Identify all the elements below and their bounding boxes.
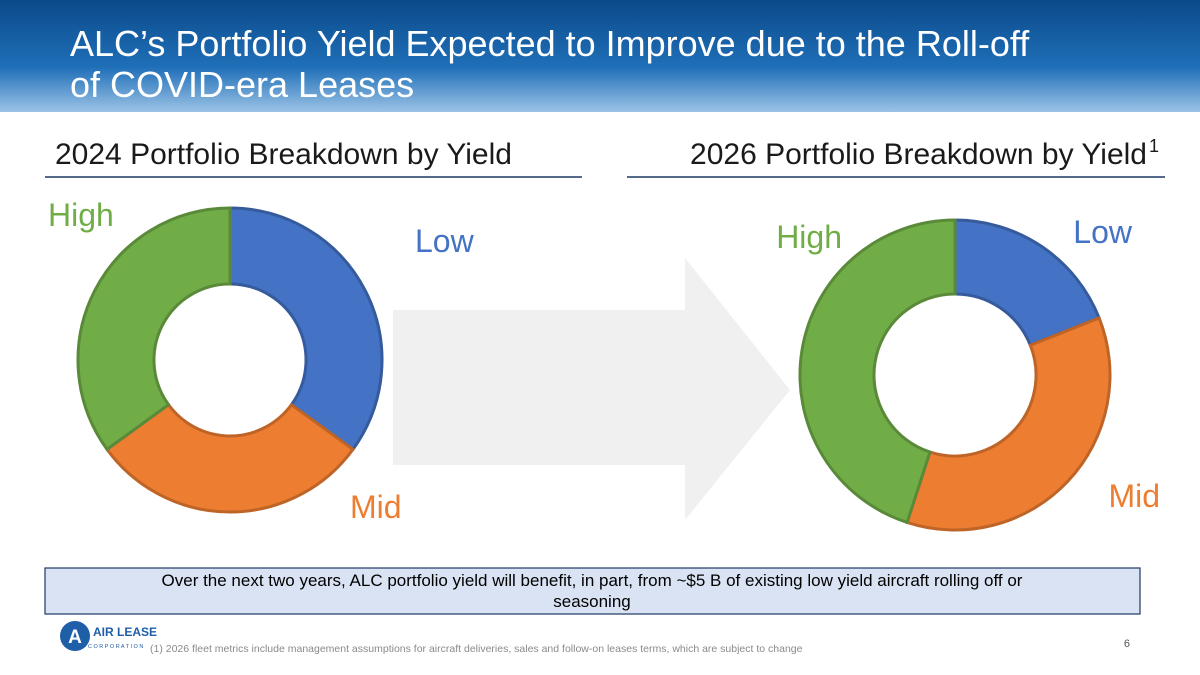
slice-label: Low <box>415 223 475 259</box>
footnote-marker: 1 <box>1149 136 1159 156</box>
charts: Low Mid High Low Mid High <box>48 197 1160 532</box>
page-number: 6 <box>1124 638 1130 650</box>
slide-title: ALC’s Portfolio Yield Expected to Improv… <box>70 23 1030 64</box>
callout-box <box>44 567 1141 615</box>
chart-title: 2026 Portfolio Breakdown by Yield <box>690 138 1147 171</box>
donut-slice <box>905 315 1112 532</box>
logo-mark <box>60 621 90 651</box>
slice-label: Low <box>1073 214 1133 250</box>
donut-slice <box>76 206 232 452</box>
slide-title: of COVID-era Leases <box>70 64 414 105</box>
slice-label: Mid <box>1108 478 1160 514</box>
logo-letter: A <box>68 627 82 648</box>
title-banner <box>0 0 1200 112</box>
callout-text: Over the next two years, ALC portfolio y… <box>162 571 1023 590</box>
chart-title: 2024 Portfolio Breakdown by Yield <box>55 138 512 171</box>
arrow <box>393 258 790 520</box>
donut-slice <box>104 402 356 514</box>
callout-text: seasoning <box>553 592 631 611</box>
slice-label: High <box>776 219 842 255</box>
logo-name: AIR LEASE <box>93 625 157 639</box>
donut-slice <box>798 218 957 525</box>
donut-slice <box>228 206 384 452</box>
donut-slice <box>953 218 1102 348</box>
slice-label: Mid <box>350 489 402 525</box>
logo-subtitle: C O R P O R A T I O N <box>88 644 143 650</box>
footnote: (1) 2026 fleet metrics include managemen… <box>150 643 803 655</box>
slice-label: High <box>48 197 114 233</box>
